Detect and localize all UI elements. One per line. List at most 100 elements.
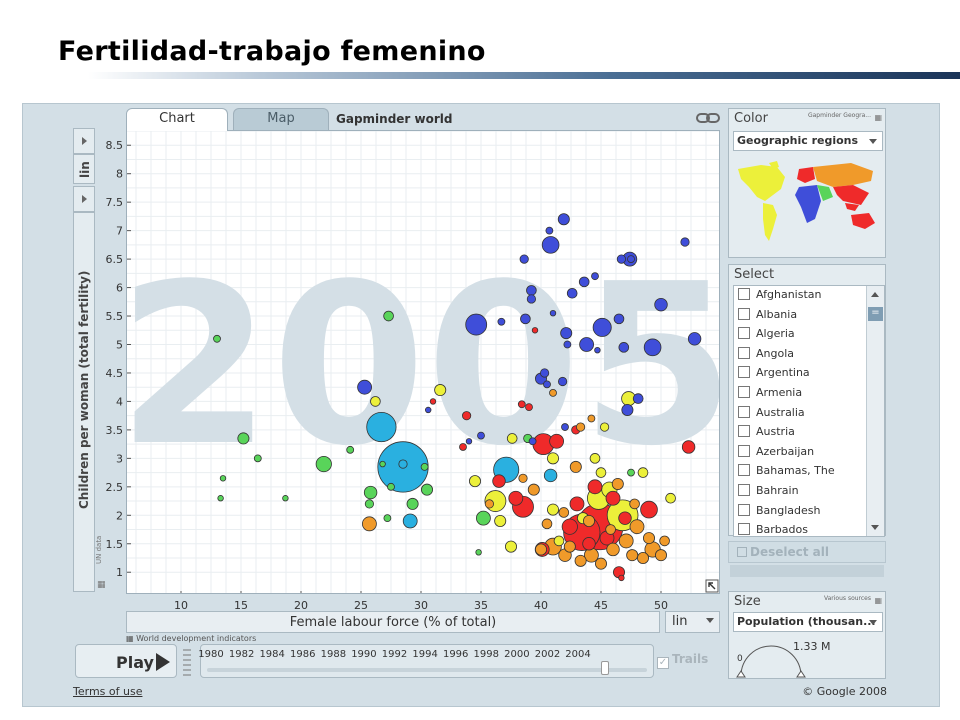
- country-bubble[interactable]: [539, 368, 550, 378]
- country-bubble[interactable]: [519, 254, 529, 264]
- country-bubble[interactable]: [346, 445, 355, 454]
- country-bubble[interactable]: [398, 459, 408, 469]
- country-checkbox[interactable]: [738, 405, 750, 418]
- size-indicator-dropdown[interactable]: Population (thousan...: [733, 612, 883, 632]
- country-bubble[interactable]: [237, 432, 250, 445]
- country-list-item[interactable]: Bangladesh: [738, 503, 821, 524]
- country-checkbox[interactable]: [738, 425, 750, 438]
- x-indicator-selector[interactable]: Female labour force (% of total): [126, 611, 660, 633]
- country-bubble[interactable]: [594, 557, 607, 570]
- country-list-item[interactable]: Bahrain: [738, 484, 799, 504]
- country-bubble[interactable]: [618, 511, 632, 525]
- country-bubble[interactable]: [315, 455, 332, 473]
- y-source-grid-icon[interactable]: ▦: [97, 580, 106, 590]
- country-bubble[interactable]: [680, 237, 690, 247]
- size-gauge[interactable]: [731, 634, 841, 678]
- country-bubble[interactable]: [627, 255, 635, 263]
- country-bubble[interactable]: [587, 414, 596, 423]
- link-icon[interactable]: [696, 112, 720, 124]
- country-bubble[interactable]: [640, 500, 658, 519]
- country-bubble[interactable]: [508, 490, 524, 506]
- country-bubble[interactable]: [465, 438, 473, 445]
- country-bubble[interactable]: [558, 507, 570, 518]
- country-bubble[interactable]: [370, 396, 381, 407]
- country-bubble[interactable]: [402, 513, 418, 529]
- country-list-item[interactable]: Afghanistan: [738, 288, 821, 308]
- country-bubble[interactable]: [494, 514, 507, 527]
- country-checkbox[interactable]: [738, 503, 750, 516]
- scroll-up-icon[interactable]: [871, 292, 879, 297]
- country-bubble[interactable]: [618, 533, 634, 549]
- country-bubble[interactable]: [527, 483, 540, 496]
- country-list-item[interactable]: Austria: [738, 425, 795, 445]
- country-bubble[interactable]: [574, 554, 587, 567]
- y-indicator-selector[interactable]: Children per woman (total fertility): [73, 212, 95, 592]
- country-list-item[interactable]: Barbados: [738, 523, 808, 536]
- plot-area[interactable]: 2005: [126, 130, 720, 594]
- country-list-item[interactable]: Albania: [738, 307, 797, 328]
- country-bubble[interactable]: [553, 535, 565, 547]
- country-list-item[interactable]: Angola: [738, 346, 794, 367]
- country-bubble[interactable]: [484, 499, 494, 509]
- country-bubble[interactable]: [475, 549, 482, 556]
- country-bubble[interactable]: [557, 376, 568, 387]
- country-bubble[interactable]: [549, 388, 557, 397]
- country-bubble[interactable]: [525, 403, 533, 412]
- country-bubble[interactable]: [546, 503, 559, 516]
- country-bubble[interactable]: [575, 422, 586, 432]
- tab-chart[interactable]: Chart: [126, 108, 228, 131]
- grid-icon[interactable]: ▦: [874, 596, 882, 605]
- country-bubble[interactable]: [364, 499, 374, 509]
- country-bubble[interactable]: [546, 452, 559, 465]
- country-bubble[interactable]: [366, 411, 397, 443]
- country-bubble[interactable]: [357, 379, 373, 395]
- country-bubble[interactable]: [578, 276, 590, 288]
- country-bubble[interactable]: [518, 473, 528, 483]
- grid-icon[interactable]: ▦: [874, 113, 882, 122]
- country-list-item[interactable]: Algeria: [738, 327, 795, 347]
- country-checkbox[interactable]: [738, 288, 750, 300]
- country-bubble[interactable]: [253, 454, 262, 463]
- country-bubble[interactable]: [587, 479, 603, 495]
- list-scrollbar[interactable]: =: [866, 286, 884, 536]
- country-list-item[interactable]: Azerbaijan: [738, 444, 814, 465]
- country-bubble[interactable]: [434, 384, 447, 397]
- country-bubble[interactable]: [592, 317, 612, 337]
- country-bubble[interactable]: [561, 518, 578, 535]
- country-bubble[interactable]: [613, 313, 625, 325]
- country-bubble[interactable]: [213, 334, 221, 343]
- time-slider-thumb[interactable]: [601, 661, 610, 675]
- country-bubble[interactable]: [643, 532, 656, 545]
- country-bubble[interactable]: [534, 543, 547, 556]
- country-bubble[interactable]: [461, 411, 472, 421]
- country-bubble[interactable]: [643, 338, 662, 357]
- x-scale-selector[interactable]: lin: [665, 611, 720, 633]
- country-list-item[interactable]: Armenia: [738, 386, 802, 406]
- country-bubble[interactable]: [497, 317, 506, 326]
- scroll-down-icon[interactable]: [871, 525, 879, 530]
- color-indicator-dropdown[interactable]: Geographic regions: [733, 131, 883, 151]
- country-bubble[interactable]: [594, 346, 601, 354]
- terms-of-use-link[interactable]: Terms of use: [73, 685, 143, 698]
- country-bubble[interactable]: [566, 287, 578, 299]
- country-bubble[interactable]: [627, 468, 635, 477]
- country-bubble[interactable]: [681, 440, 696, 454]
- deselect-all-button[interactable]: Deselect all: [728, 541, 886, 563]
- country-bubble[interactable]: [561, 423, 569, 431]
- country-bubble[interactable]: [632, 393, 644, 404]
- country-bubble[interactable]: [361, 516, 377, 532]
- country-bubble[interactable]: [541, 236, 560, 254]
- country-bubble[interactable]: [560, 327, 573, 340]
- country-bubble[interactable]: [687, 332, 702, 346]
- country-bubble[interactable]: [557, 213, 570, 226]
- country-bubble[interactable]: [543, 468, 558, 483]
- country-bubble[interactable]: [659, 535, 670, 547]
- country-bubble[interactable]: [363, 485, 378, 500]
- country-bubble[interactable]: [520, 313, 531, 325]
- country-checkbox[interactable]: [738, 366, 750, 379]
- trails-toggle[interactable]: ✓ Trails: [657, 652, 708, 669]
- country-bubble[interactable]: [541, 518, 553, 530]
- country-bubble[interactable]: [582, 537, 596, 551]
- y-axis-expand-arrow[interactable]: [73, 128, 95, 154]
- country-bubble[interactable]: [429, 398, 437, 405]
